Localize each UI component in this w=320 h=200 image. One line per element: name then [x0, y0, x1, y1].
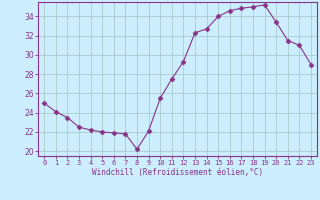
X-axis label: Windchill (Refroidissement éolien,°C): Windchill (Refroidissement éolien,°C): [92, 168, 263, 177]
